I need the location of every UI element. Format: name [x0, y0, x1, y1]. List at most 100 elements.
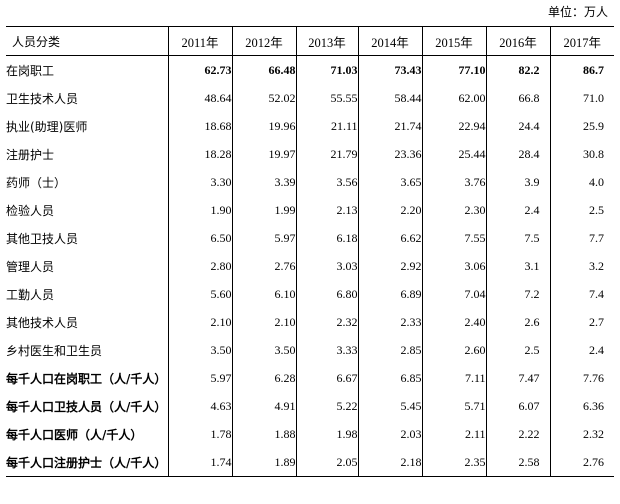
- table-cell: 7.76: [549, 364, 614, 392]
- table-cell: 2.32: [549, 420, 614, 448]
- table-cell: 2.05: [295, 448, 358, 477]
- column-header-year: 2011年: [167, 26, 232, 56]
- table-cell: 3.56: [295, 168, 358, 196]
- table-cell: 5.45: [357, 392, 422, 420]
- table-cell: 3.33: [295, 336, 358, 364]
- table-cell: 7.47: [485, 364, 550, 392]
- row-label: 每千人口注册护士（人/千人）: [6, 448, 168, 477]
- table-cell: 2.11: [421, 420, 486, 448]
- column-header-year: 2014年: [357, 26, 422, 56]
- row-label: 其他卫技人员: [6, 231, 79, 246]
- table-cell: 7.11: [421, 364, 486, 392]
- table-cell: 6.50: [167, 224, 232, 252]
- table-cell: 3.1: [485, 252, 550, 280]
- table-row: 药师（士） 3.30 3.39 3.56 3.65 3.76 3.9 4.0: [6, 168, 614, 196]
- table-cell: 5.22: [295, 392, 358, 420]
- table-cell: 7.04: [421, 280, 486, 308]
- table-cell: 5.60: [167, 280, 232, 308]
- table-cell: 1.98: [295, 420, 358, 448]
- table-cell: 2.35: [421, 448, 486, 477]
- staff-statistics-table: 人员分类 2011年 2012年 2013年 2014年 2015年 2016年…: [6, 26, 614, 477]
- table-cell: 3.03: [295, 252, 358, 280]
- table-row: 在岗职工 62.73 66.48 71.03 73.43 77.10 82.2 …: [6, 55, 614, 84]
- table-cell: 23.36: [357, 140, 422, 168]
- row-label: 每千人口卫技人员（人/千人）: [6, 399, 167, 414]
- table-cell: 77.10: [421, 55, 486, 84]
- table-cell: 6.80: [295, 280, 358, 308]
- table-cell: 6.28: [231, 364, 296, 392]
- table-cell: 7.55: [421, 224, 486, 252]
- table-cell: 7.4: [549, 280, 614, 308]
- table-cell: 21.74: [357, 112, 422, 140]
- table-cell: 4.63: [167, 392, 232, 420]
- table-cell: 3.30: [167, 168, 232, 196]
- table-cell: 3.2: [549, 252, 614, 280]
- row-label: 注册护士: [6, 147, 55, 162]
- table-cell: 71.03: [295, 55, 358, 84]
- table-cell: 30.8: [549, 140, 614, 168]
- table-cell: 5.97: [167, 364, 232, 392]
- table-cell: 71.0: [549, 84, 614, 112]
- table-row: 卫生技术人员 48.64 52.02 55.55 58.44 62.00 66.…: [6, 84, 614, 112]
- table-cell: 2.10: [231, 308, 296, 336]
- table-cell: 2.03: [357, 420, 422, 448]
- table-cell: 2.7: [549, 308, 614, 336]
- table-cell: 5.97: [231, 224, 296, 252]
- table-cell: 2.20: [357, 196, 422, 224]
- table-cell: 4.91: [231, 392, 296, 420]
- row-label: 卫生技术人员: [6, 91, 79, 106]
- table-cell: 2.4: [549, 336, 614, 364]
- row-label: 管理人员: [6, 259, 55, 274]
- table-row: 每千人口卫技人员（人/千人） 4.63 4.91 5.22 5.45 5.71 …: [6, 392, 614, 420]
- table-cell: 5.71: [421, 392, 486, 420]
- table-cell: 1.88: [231, 420, 296, 448]
- table-cell: 1.78: [167, 420, 232, 448]
- row-label: 每千人口在岗职工（人/千人）: [6, 371, 167, 386]
- row-label: 其他技术人员: [6, 315, 79, 330]
- table-cell: 2.76: [549, 448, 614, 477]
- table-cell: 3.39: [231, 168, 296, 196]
- table-cell: 6.07: [485, 392, 550, 420]
- row-label: 乡村医生和卫生员: [6, 343, 103, 358]
- table-cell: 3.50: [231, 336, 296, 364]
- table-cell: 4.0: [549, 168, 614, 196]
- table-cell: 6.18: [295, 224, 358, 252]
- table-row: 工勤人员 5.60 6.10 6.80 6.89 7.04 7.2 7.4: [6, 280, 614, 308]
- table-cell: 1.89: [231, 448, 296, 477]
- row-label: 检验人员: [6, 203, 55, 218]
- row-label: 执业(助理)医师: [6, 119, 88, 134]
- table-cell: 6.85: [357, 364, 422, 392]
- table-cell: 3.06: [421, 252, 486, 280]
- table-cell: 19.96: [231, 112, 296, 140]
- row-label: 药师（士）: [6, 175, 67, 190]
- row-label: 在岗职工: [6, 63, 55, 78]
- table-cell: 2.30: [421, 196, 486, 224]
- table-cell: 2.92: [357, 252, 422, 280]
- table-cell: 25.44: [421, 140, 486, 168]
- table-cell: 6.67: [295, 364, 358, 392]
- table-cell: 2.60: [421, 336, 486, 364]
- table-row: 每千人口在岗职工（人/千人） 5.97 6.28 6.67 6.85 7.11 …: [6, 364, 614, 392]
- table-cell: 7.2: [485, 280, 550, 308]
- column-header-year: 2015年: [421, 26, 486, 56]
- row-label: 工勤人员: [6, 287, 55, 302]
- table-cell: 7.7: [549, 224, 614, 252]
- table-cell: 2.5: [549, 196, 614, 224]
- table-cell: 3.76: [421, 168, 486, 196]
- table-cell: 62.73: [167, 55, 232, 84]
- unit-label: 单位：万人: [547, 5, 608, 19]
- table-row: 其他卫技人员 6.50 5.97 6.18 6.62 7.55 7.5 7.7: [6, 224, 614, 252]
- column-header-year: 2017年: [549, 26, 614, 56]
- table-cell: 66.48: [231, 55, 296, 84]
- column-header-year: 2016年: [485, 26, 550, 56]
- table-cell: 24.4: [485, 112, 550, 140]
- table-row: 其他技术人员 2.10 2.10 2.32 2.33 2.40 2.6 2.7: [6, 308, 614, 336]
- table-cell: 1.74: [167, 448, 232, 477]
- table-cell: 21.79: [295, 140, 358, 168]
- table-cell: 2.40: [421, 308, 486, 336]
- table-cell: 82.2: [485, 55, 550, 84]
- table-cell: 6.89: [357, 280, 422, 308]
- table-cell: 2.80: [167, 252, 232, 280]
- table-cell: 2.5: [485, 336, 550, 364]
- table-cell: 66.8: [485, 84, 550, 112]
